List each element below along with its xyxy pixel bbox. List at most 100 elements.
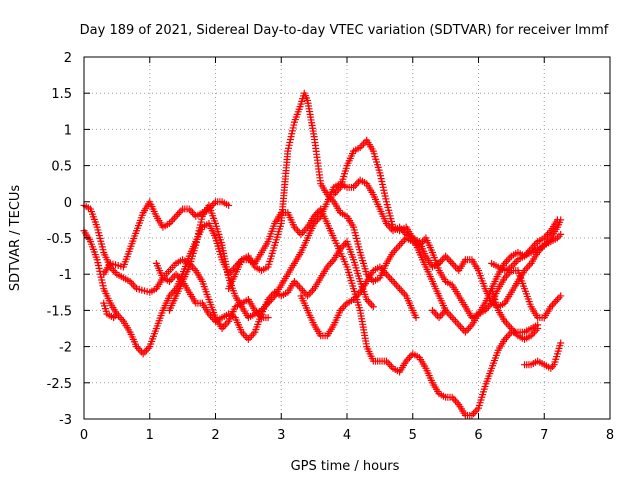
y-axis-label: SDTVAR / TECUs [8, 185, 23, 292]
data-point-marker [394, 283, 402, 291]
x-axis-tick-labels: 0 1 2 3 4 5 6 7 8 [80, 428, 614, 443]
data-point-marker [461, 328, 469, 336]
data-point-marker [142, 346, 150, 354]
data-point-marker [396, 285, 404, 293]
data-point-marker [397, 286, 405, 294]
data-point-marker [442, 306, 450, 314]
data-point-marker [299, 286, 307, 294]
data-point-marker [297, 230, 305, 238]
data-point-marker [225, 201, 233, 209]
data-point-marker [307, 288, 315, 296]
data-point-marker [451, 397, 459, 405]
data-point-marker [451, 263, 459, 271]
data-point-marker [524, 263, 532, 271]
data-point-marker [399, 288, 407, 296]
data-point-marker [458, 325, 466, 332]
data-point-marker [359, 140, 367, 148]
data-point-marker [440, 308, 448, 316]
data-point-marker [368, 301, 376, 309]
data-point-marker [401, 236, 409, 244]
data-point-marker [305, 290, 313, 298]
data-point-marker [437, 312, 445, 320]
data-point-marker [136, 346, 144, 354]
data-point-marker [451, 317, 459, 325]
data-point-marker [386, 274, 394, 282]
data-point-marker [442, 252, 450, 260]
x-axis-label: GPS time / hours [291, 459, 400, 474]
data-point-marker [456, 323, 464, 331]
satellite-track-12 [488, 285, 542, 343]
data-point-marker [511, 328, 519, 336]
data-point-marker [246, 334, 254, 342]
data-point-marker [553, 296, 561, 304]
data-point-marker [504, 321, 512, 329]
data-point-marker [384, 272, 392, 280]
data-point-marker [141, 348, 149, 356]
data-point-marker [428, 306, 436, 314]
x-tick-label: 1 [146, 428, 154, 443]
data-point-marker [366, 299, 374, 307]
y-tick-label: -2 [59, 341, 72, 356]
data-point-marker [382, 270, 390, 278]
data-point-marker [340, 241, 348, 249]
y-tick-label: -2.5 [47, 377, 72, 392]
chart-title: Day 189 of 2021, Sidereal Day-to-day VTE… [80, 23, 609, 38]
y-tick-label: 0 [64, 196, 72, 211]
data-point-marker [504, 270, 512, 278]
data-point-marker [351, 182, 359, 190]
data-point-marker [397, 239, 405, 247]
x-tick-label: 7 [540, 428, 548, 443]
satellite-track-7 [165, 176, 565, 322]
data-point-marker [557, 339, 565, 347]
satellite-track-8 [297, 263, 420, 340]
data-point-marker [504, 256, 512, 264]
data-point-marker [177, 207, 185, 215]
data-point-marker [450, 395, 458, 403]
data-point-marker [167, 276, 175, 284]
data-point-marker [387, 276, 395, 284]
x-tick-label: 0 [80, 428, 88, 443]
y-tick-label: 1.5 [51, 87, 72, 102]
satellite-track-4 [100, 198, 233, 278]
axis-ticks [83, 56, 611, 420]
data-point-marker [412, 314, 420, 322]
data-point-marker [430, 308, 438, 316]
data-point-marker [471, 408, 479, 416]
data-point-marker [506, 330, 514, 338]
data-point-marker [244, 335, 252, 343]
satellite-track-6 [225, 89, 561, 322]
y-tick-label: -1 [59, 268, 72, 283]
data-point-marker [248, 332, 256, 340]
data-point-marker [389, 277, 397, 285]
data-point-marker [438, 310, 446, 318]
data-point-marker [435, 314, 443, 322]
data-point-marker [450, 261, 458, 269]
data-point-marker [187, 207, 195, 215]
x-tick-label: 5 [409, 428, 417, 443]
data-point-marker [327, 259, 335, 267]
data-point-marker [175, 209, 183, 217]
data-point-marker [392, 281, 400, 289]
data-point-marker [557, 216, 565, 224]
data-point-marker [129, 281, 137, 289]
data-point-marker [294, 281, 302, 289]
data-point-marker [221, 321, 229, 329]
data-point-marker [455, 321, 463, 329]
data-point-marker [384, 359, 392, 367]
data-point-marker [172, 212, 180, 220]
y-tick-label: -1.5 [47, 304, 72, 319]
y-tick-label: 2 [64, 51, 72, 66]
data-point-marker [506, 323, 514, 331]
satellite-track-13 [488, 230, 565, 275]
data-point-marker [550, 299, 558, 307]
data-point-marker [170, 214, 178, 222]
data-point-marker [394, 243, 402, 251]
data-point-marker [445, 310, 453, 318]
data-point-marker [470, 410, 478, 418]
data-point-marker [511, 259, 519, 267]
y-tick-label: 0.5 [51, 160, 72, 175]
data-point-marker [297, 285, 305, 293]
x-tick-label: 3 [277, 428, 285, 443]
data-point-marker [387, 225, 395, 233]
